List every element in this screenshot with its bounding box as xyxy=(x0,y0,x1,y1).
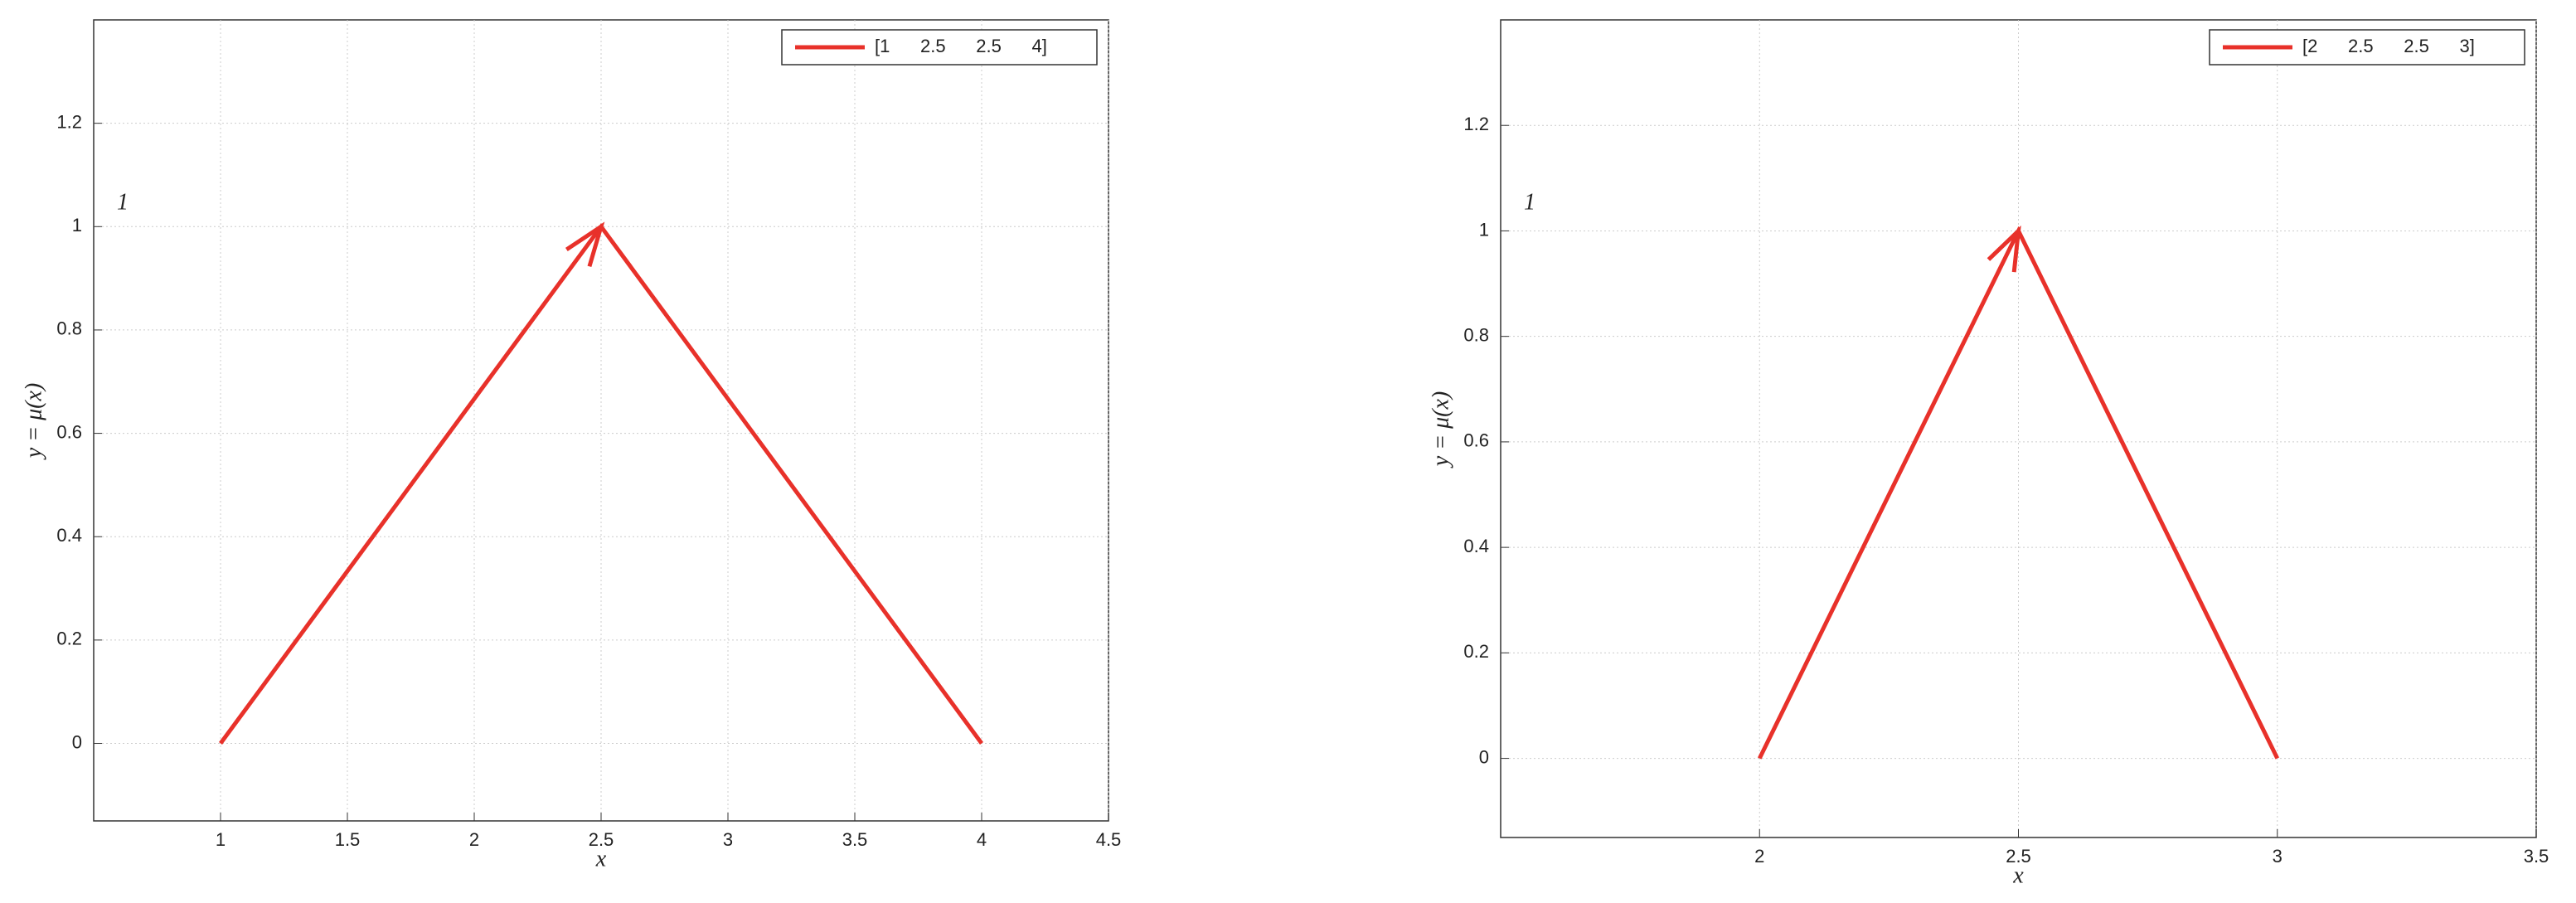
legend: [2 2.5 2.5 3] xyxy=(2209,29,2525,66)
arrow-head xyxy=(1987,225,2021,273)
x-tick-label: 3.5 xyxy=(2524,846,2549,867)
arrow-head xyxy=(565,221,605,267)
x-tick-label: 4.5 xyxy=(1096,829,1122,850)
x-axis-label: x xyxy=(2012,862,2024,888)
x-tick-label: 1.5 xyxy=(335,829,361,850)
y-tick-label: 1 xyxy=(72,215,82,235)
y-tick-label: 0.2 xyxy=(56,629,82,649)
legend-label: [1 2.5 2.5 4] xyxy=(875,36,1047,56)
subplot: 0 0.2 0.4 0.6 0.8 1 1.2 1 1.5 2 2.5 3 3.5 4 4.5 x y = μ(… xyxy=(21,19,1122,871)
y-axis-label: y = μ(x) xyxy=(1428,391,1453,468)
x-tick-label: 3 xyxy=(2273,846,2283,867)
y-tick-label: 0.8 xyxy=(56,318,82,339)
legend-label: [2 2.5 2.5 3] xyxy=(2302,36,2475,56)
x-tick-label: 1 xyxy=(216,829,226,850)
x-tick-label: 3.5 xyxy=(842,829,868,850)
x-tick-label: 2 xyxy=(469,829,479,850)
y-tick-label: 1 xyxy=(1479,219,1489,240)
y-axis-label: y = μ(x) xyxy=(21,383,46,460)
y-tick-label: 0.2 xyxy=(1463,641,1489,662)
y-tick-label: 0.6 xyxy=(1463,430,1489,451)
y-tick-label: 0 xyxy=(72,731,82,752)
y-tick-label: 0.6 xyxy=(56,421,82,442)
x-tick-label: 3 xyxy=(723,829,733,850)
y-tick-label: 0 xyxy=(1479,746,1489,767)
subplot: 0 0.2 0.4 0.6 0.8 1 1.2 2 2.5 3 3.5 x y = μ(x) 1 [2 2.… xyxy=(1428,19,2549,888)
x-tick-label: 2.5 xyxy=(589,829,614,850)
y-tick-label: 0.4 xyxy=(56,525,82,546)
annotation: 1 xyxy=(117,189,129,215)
y-tick-label: 0.8 xyxy=(1463,324,1489,345)
x-tick-label: 2.5 xyxy=(2006,846,2031,867)
legend: [1 2.5 2.5 4] xyxy=(781,29,1098,66)
x-axis-label: x xyxy=(595,846,607,871)
y-tick-label: 1.2 xyxy=(56,111,82,132)
y-tick-label: 0.4 xyxy=(1463,536,1489,556)
annotation: 1 xyxy=(1524,189,1535,215)
x-tick-label: 2 xyxy=(1754,846,1764,867)
plot-area xyxy=(1500,19,2537,838)
y-tick-label: 1.2 xyxy=(1463,114,1489,134)
x-tick-label: 4 xyxy=(977,829,987,850)
